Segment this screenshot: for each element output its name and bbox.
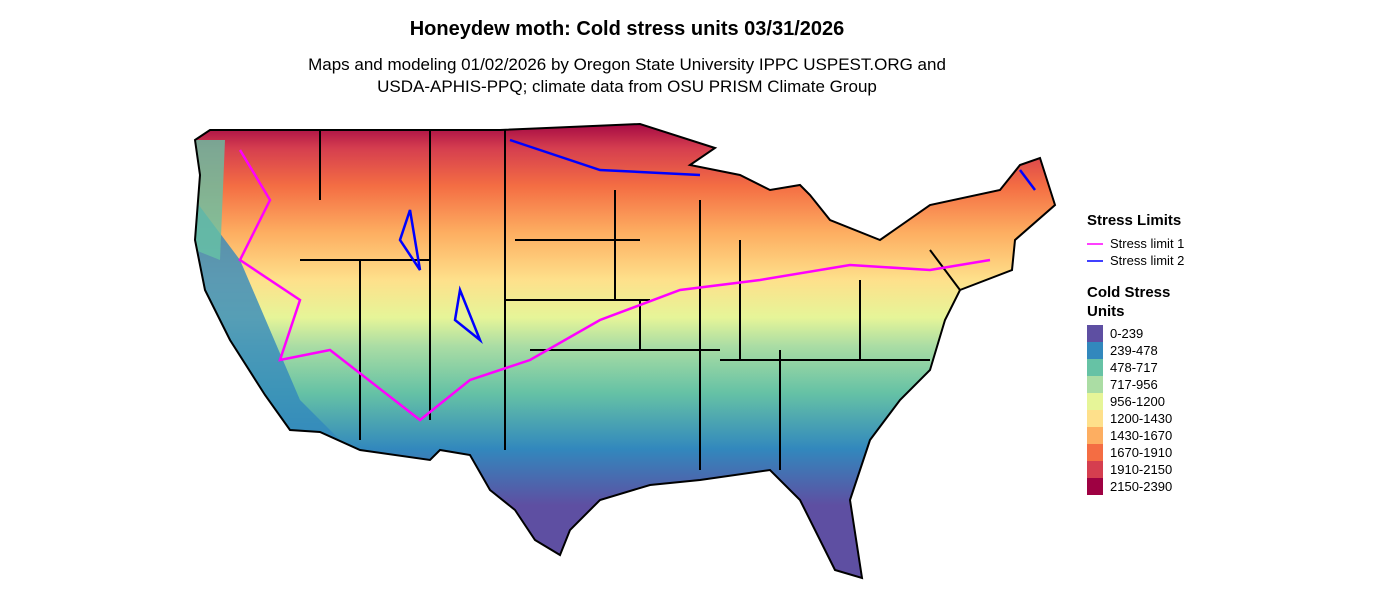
legend-swatch (1087, 444, 1103, 461)
map-fill (195, 124, 1055, 578)
legend-label: 239-478 (1110, 343, 1158, 358)
stress-limit-1-line (238, 149, 991, 422)
legend-swatch (1087, 427, 1103, 444)
legend-label: 1670-1910 (1110, 445, 1173, 460)
legend-swatch (1087, 478, 1103, 495)
legend-label: 1430-1670 (1110, 428, 1173, 443)
legend-title: Stress Limits (1087, 212, 1182, 229)
legend-swatch (1087, 376, 1103, 393)
map-title: Honeydew moth: Cold stress units 03/31/2… (409, 18, 845, 40)
stress-limit-2-line (398, 138, 1036, 344)
legend-swatch (1087, 410, 1103, 427)
legend-label: 0-239 (1110, 326, 1144, 341)
legend-title: Cold Stress Units (1087, 284, 1171, 320)
legend-swatch (1087, 461, 1103, 478)
legend-label: 1200-1430 (1110, 411, 1173, 426)
state-borders (194, 123, 1056, 579)
legend-label: 2150-2390 (1110, 479, 1173, 494)
legend-label: 717-956 (1110, 377, 1158, 392)
subtitle: USDA-APHIS-PPQ; climate data from OSU PR… (377, 77, 877, 96)
legend-label: Stress limit 2 (1110, 253, 1185, 268)
legend-swatch (1087, 325, 1103, 342)
legend-swatch (1087, 342, 1103, 359)
legend-label: 478-717 (1110, 360, 1158, 375)
legend-label: 1910-2150 (1110, 462, 1173, 477)
legend-label: Stress limit 1 (1110, 236, 1185, 251)
legend-swatch (1087, 359, 1103, 376)
legend-label: 956-1200 (1110, 394, 1165, 409)
subtitle: Maps and modeling 01/02/2026 by Oregon S… (308, 55, 946, 74)
legend-swatch (1087, 393, 1103, 410)
